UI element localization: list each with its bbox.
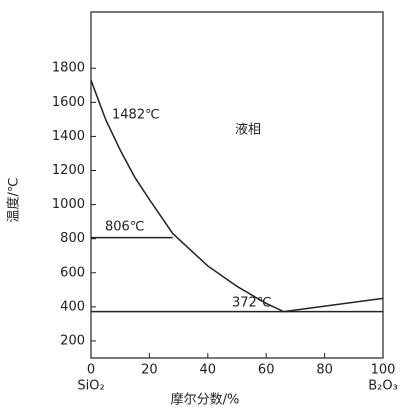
y-tick-label: 1200	[52, 163, 85, 178]
y-axis-label: 温度/℃	[6, 178, 22, 223]
y-tick-label: 800	[60, 231, 85, 246]
end-label: B₂O₃	[368, 379, 398, 394]
annotation: 372℃	[232, 296, 271, 311]
x-axis-label: 摩尔分数/%	[171, 392, 240, 408]
x-tick-label: 60	[258, 363, 275, 378]
y-tick-label: 1800	[52, 61, 85, 76]
y-tick-label: 1000	[52, 197, 85, 212]
x-tick-label: 80	[316, 363, 333, 378]
y-tick-label: 1600	[52, 95, 85, 110]
annotation: 1482℃	[112, 108, 160, 123]
y-tick-label: 1400	[52, 129, 85, 144]
phase-line	[90, 79, 384, 313]
x-tick-label: 100	[371, 363, 396, 378]
x-tick-label: 40	[200, 363, 217, 378]
x-tick-label: 0	[87, 363, 95, 378]
annotation: 806℃	[105, 220, 144, 235]
x-tick-label: 20	[141, 363, 158, 378]
y-tick-label: 400	[60, 299, 85, 314]
y-tick-label: 600	[60, 265, 85, 280]
y-tick-label: 200	[60, 333, 85, 348]
plot-frame	[90, 11, 384, 359]
annotation: 液相	[235, 123, 261, 138]
end-label: SiO₂	[77, 379, 104, 394]
